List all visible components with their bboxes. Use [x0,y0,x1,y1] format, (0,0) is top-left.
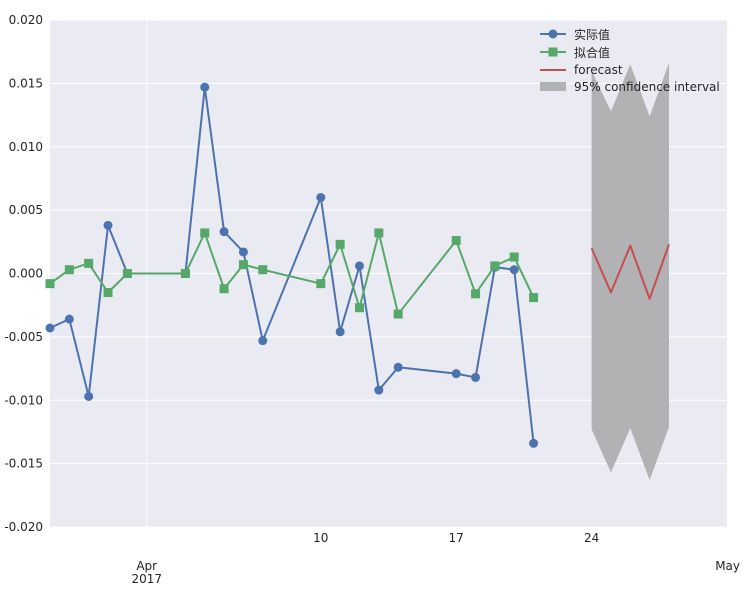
fitted-point-16 [471,289,481,299]
fitted-point-10 [316,279,326,289]
fitted-point-7 [219,284,229,294]
actual-point-12 [354,261,364,271]
actual-point-15 [451,369,461,379]
legend-item-confidence: 95% confidence interval [540,80,720,94]
actual-point-8 [238,247,248,257]
y-tick-label-5: 0.005 [9,203,43,217]
actual-point-0 [45,323,55,333]
fitted-point-18 [509,252,519,262]
fitted-point-2 [84,258,94,268]
fitted-point-8 [238,260,248,270]
legend-item-actual: 实际值 [540,27,610,42]
actual-point-14 [393,362,403,372]
y-tick-label-6: 0.010 [9,140,43,154]
y-tick-label-8: 0.020 [9,13,43,27]
confidence-band-layer [591,63,669,481]
legend-item-fitted: 拟合值 [540,45,610,60]
fitted-point-12 [354,303,364,313]
fitted-point-0 [45,279,55,289]
confidence-band [591,63,669,481]
x-tick-label-2: 17 [449,531,464,545]
legend-label-confidence: 95% confidence interval [574,80,720,94]
fitted-point-19 [529,293,539,303]
fitted-point-9 [258,265,268,275]
fitted-point-14 [393,309,403,319]
legend-label-fitted: 拟合值 [574,45,610,60]
y-tick-label-0: -0.020 [4,520,43,534]
actual-point-10 [316,192,326,202]
actual-point-2 [84,391,94,401]
fitted-point-3 [103,288,113,298]
x-tick-label-1: 10 [313,531,328,545]
actual-point-1 [64,314,74,324]
legend-swatch-confidence [540,82,566,91]
fitted-point-5 [180,269,190,278]
fitted-point-4 [122,269,132,278]
actual-point-18 [509,265,519,275]
legend-swatch-actual-marker [548,29,558,39]
y-tick-label-4: 0.000 [9,267,43,281]
legend-swatch-fitted-marker [548,47,558,57]
series-markers-layer [45,82,539,448]
y-tick-label-3: -0.005 [4,330,43,344]
forecast-series-line [590,244,670,300]
actual-point-19 [529,438,539,448]
fitted-point-11 [335,239,345,249]
actual-point-9 [258,336,268,346]
actual-point-13 [374,385,384,395]
y-tick-label-7: 0.015 [9,76,43,90]
legend: 实际值 拟合值 forecast 95% confidence interval [540,27,720,94]
y-tick-label-1: -0.015 [4,457,43,471]
fitted-point-15 [451,236,461,246]
actual-point-6 [200,82,210,92]
fitted-point-17 [490,261,500,271]
fitted-point-6 [200,228,210,238]
legend-label-actual: 实际值 [574,27,610,42]
y-axis: -0.020 -0.015 -0.010 -0.005 0.000 0.005 0.010 0… [4,13,43,534]
actual-point-7 [219,227,229,237]
fitted-point-1 [64,265,74,275]
legend-label-forecast: forecast [574,63,623,77]
y-tick-label-2: -0.010 [4,393,43,407]
fitted-point-13 [374,228,384,238]
x-tick-label-3: 24 [584,531,599,545]
x-tick-label-0: Apr [136,559,157,573]
actual-point-11 [335,327,345,337]
actual-point-3 [103,220,113,230]
x-tick-label-4: May [715,559,740,573]
actual-point-16 [471,372,481,382]
legend-item-forecast: forecast [540,63,623,77]
x-tick-sublabel-0: 2017 [131,572,162,586]
